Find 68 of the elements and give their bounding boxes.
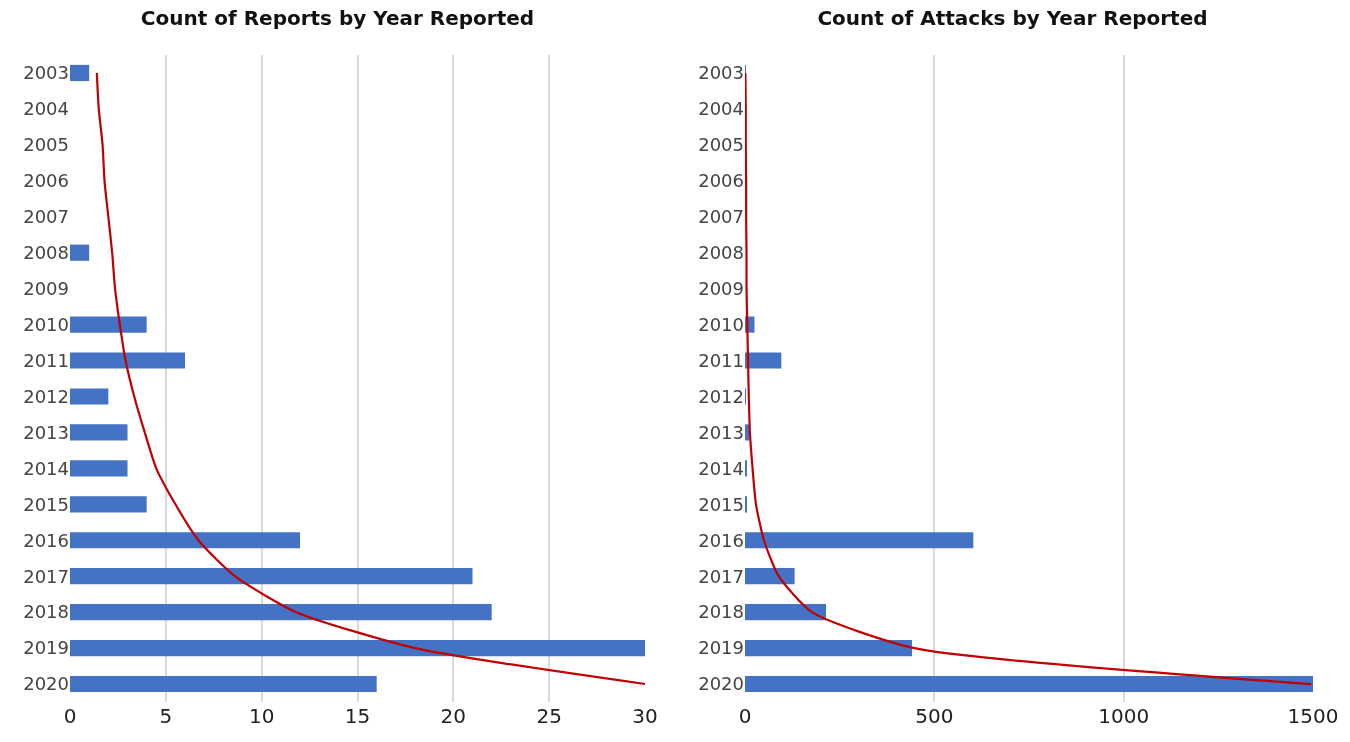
- x-tick-label: 20: [440, 704, 467, 728]
- x-tick-label: 0: [63, 704, 77, 728]
- y-tick-label: 2008: [23, 241, 69, 263]
- y-tick-label: 2018: [698, 601, 744, 623]
- y-tick-label: 2009: [698, 277, 744, 299]
- bar: [70, 568, 473, 585]
- bar: [745, 604, 827, 621]
- bar: [745, 675, 1313, 693]
- y-tick-label: 2019: [23, 637, 69, 659]
- y-tick-label: 2006: [23, 170, 69, 192]
- bar: [70, 424, 128, 441]
- y-tick-label: 2011: [23, 349, 69, 371]
- y-tick-label: 2018: [23, 601, 69, 623]
- bar: [70, 244, 90, 261]
- bar: [70, 496, 147, 513]
- bar: [70, 316, 147, 333]
- y-tick-label: 2007: [23, 206, 69, 228]
- y-tick-label: 2013: [698, 421, 744, 443]
- bar: [745, 568, 795, 585]
- x-tick-label: 25: [536, 704, 562, 728]
- bar: [70, 352, 185, 369]
- y-tick-label: 2003: [698, 62, 744, 84]
- bar: [70, 460, 128, 477]
- y-tick-label: 2004: [698, 98, 744, 120]
- x-tick-label: 30: [632, 704, 658, 728]
- y-tick-label: 2003: [23, 62, 69, 84]
- x-tick-label: 0: [738, 704, 752, 728]
- y-tick-label: 2012: [23, 385, 69, 407]
- y-tick-label: 2008: [698, 241, 744, 263]
- y-tick-label: 2016: [23, 529, 69, 551]
- y-tick-label: 2005: [23, 134, 69, 156]
- y-tick-label: 2019: [698, 637, 744, 659]
- x-tick-label: 500: [915, 704, 954, 728]
- bar: [70, 64, 90, 82]
- x-tick-label: 15: [344, 704, 371, 728]
- x-tick-label: 5: [159, 704, 173, 728]
- x-tick-label: 1500: [1287, 704, 1339, 728]
- chart-title: Count of Reports by Year Reported: [140, 6, 535, 31]
- y-tick-label: 2014: [698, 457, 744, 479]
- y-tick-label: 2010: [23, 313, 69, 335]
- y-tick-label: 2016: [698, 529, 744, 551]
- bar: [70, 388, 109, 405]
- bar: [70, 640, 645, 657]
- bar: [70, 675, 377, 693]
- y-tick-label: 2004: [23, 98, 69, 120]
- y-tick-label: 2015: [698, 493, 744, 515]
- y-tick-label: 2006: [698, 170, 744, 192]
- y-tick-label: 2007: [698, 206, 744, 228]
- y-tick-label: 2012: [698, 385, 744, 407]
- y-tick-label: 2020: [23, 673, 69, 695]
- x-tick-label: 10: [248, 704, 275, 728]
- y-tick-label: 2017: [698, 565, 744, 587]
- y-tick-label: 2015: [23, 493, 69, 515]
- bar: [745, 532, 974, 549]
- bar: [745, 640, 912, 657]
- y-tick-label: 2011: [698, 349, 744, 371]
- y-tick-label: 2005: [698, 134, 744, 156]
- y-tick-label: 2017: [23, 565, 69, 587]
- bar: [70, 532, 300, 549]
- y-tick-label: 2020: [698, 673, 744, 695]
- x-tick-label: 1000: [1098, 704, 1150, 728]
- bar: [745, 352, 782, 369]
- y-tick-label: 2010: [698, 313, 744, 335]
- chart-title: Count of Attacks by Year Reported: [817, 6, 1208, 31]
- y-tick-label: 2013: [23, 421, 69, 443]
- bar: [70, 604, 492, 621]
- y-tick-label: 2009: [23, 277, 69, 299]
- y-tick-label: 2014: [23, 457, 69, 479]
